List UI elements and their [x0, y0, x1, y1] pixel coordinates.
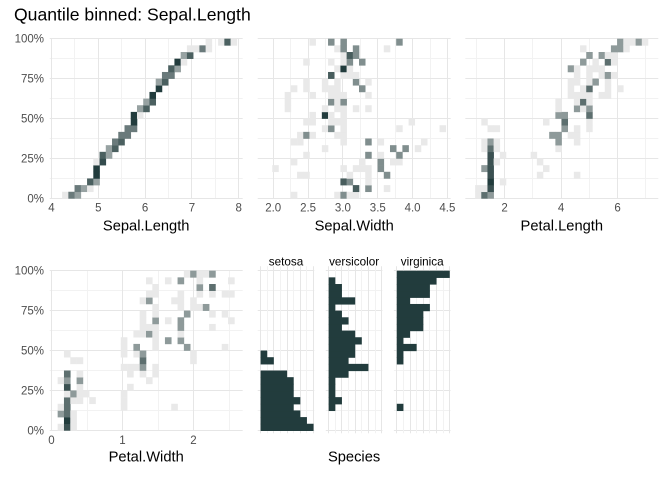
svg-text:2.5: 2.5 [300, 203, 316, 215]
svg-text:2: 2 [190, 435, 196, 447]
svg-text:2.0: 2.0 [265, 203, 281, 215]
svg-text:4.0: 4.0 [405, 203, 421, 215]
svg-text:1: 1 [119, 435, 125, 447]
svg-text:100%: 100% [15, 266, 44, 278]
svg-text:Sepal.Width: Sepal.Width [315, 219, 394, 235]
svg-text:8: 8 [235, 203, 241, 215]
svg-text:Petal.Width: Petal.Width [109, 450, 184, 466]
svg-text:Sepal.Length: Sepal.Length [103, 219, 190, 235]
svg-text:3.5: 3.5 [370, 203, 386, 215]
svg-text:7: 7 [189, 203, 195, 215]
svg-text:0%: 0% [27, 193, 44, 205]
svg-text:0%: 0% [27, 425, 44, 437]
svg-text:50%: 50% [21, 345, 44, 357]
svg-text:2: 2 [501, 203, 507, 215]
svg-text:5: 5 [95, 203, 101, 215]
svg-text:4: 4 [48, 203, 55, 215]
svg-text:0: 0 [48, 435, 54, 447]
svg-text:75%: 75% [21, 306, 44, 318]
svg-text:Species: Species [328, 450, 380, 466]
svg-text:50%: 50% [21, 114, 44, 126]
svg-text:6: 6 [614, 203, 620, 215]
svg-text:25%: 25% [21, 385, 44, 397]
svg-text:4.5: 4.5 [439, 203, 455, 215]
svg-text:25%: 25% [21, 153, 44, 165]
svg-text:Petal.Length: Petal.Length [521, 219, 603, 235]
svg-text:setosa: setosa [269, 256, 304, 269]
svg-text:virginica: virginica [401, 256, 444, 269]
svg-text:Quantile binned: Sepal.Length: Quantile binned: Sepal.Length [14, 5, 251, 25]
svg-text:100%: 100% [15, 34, 44, 46]
svg-text:versicolor: versicolor [329, 256, 379, 269]
svg-text:4: 4 [558, 203, 565, 215]
svg-text:3.0: 3.0 [335, 203, 351, 215]
svg-text:75%: 75% [21, 74, 44, 86]
svg-text:6: 6 [142, 203, 148, 215]
